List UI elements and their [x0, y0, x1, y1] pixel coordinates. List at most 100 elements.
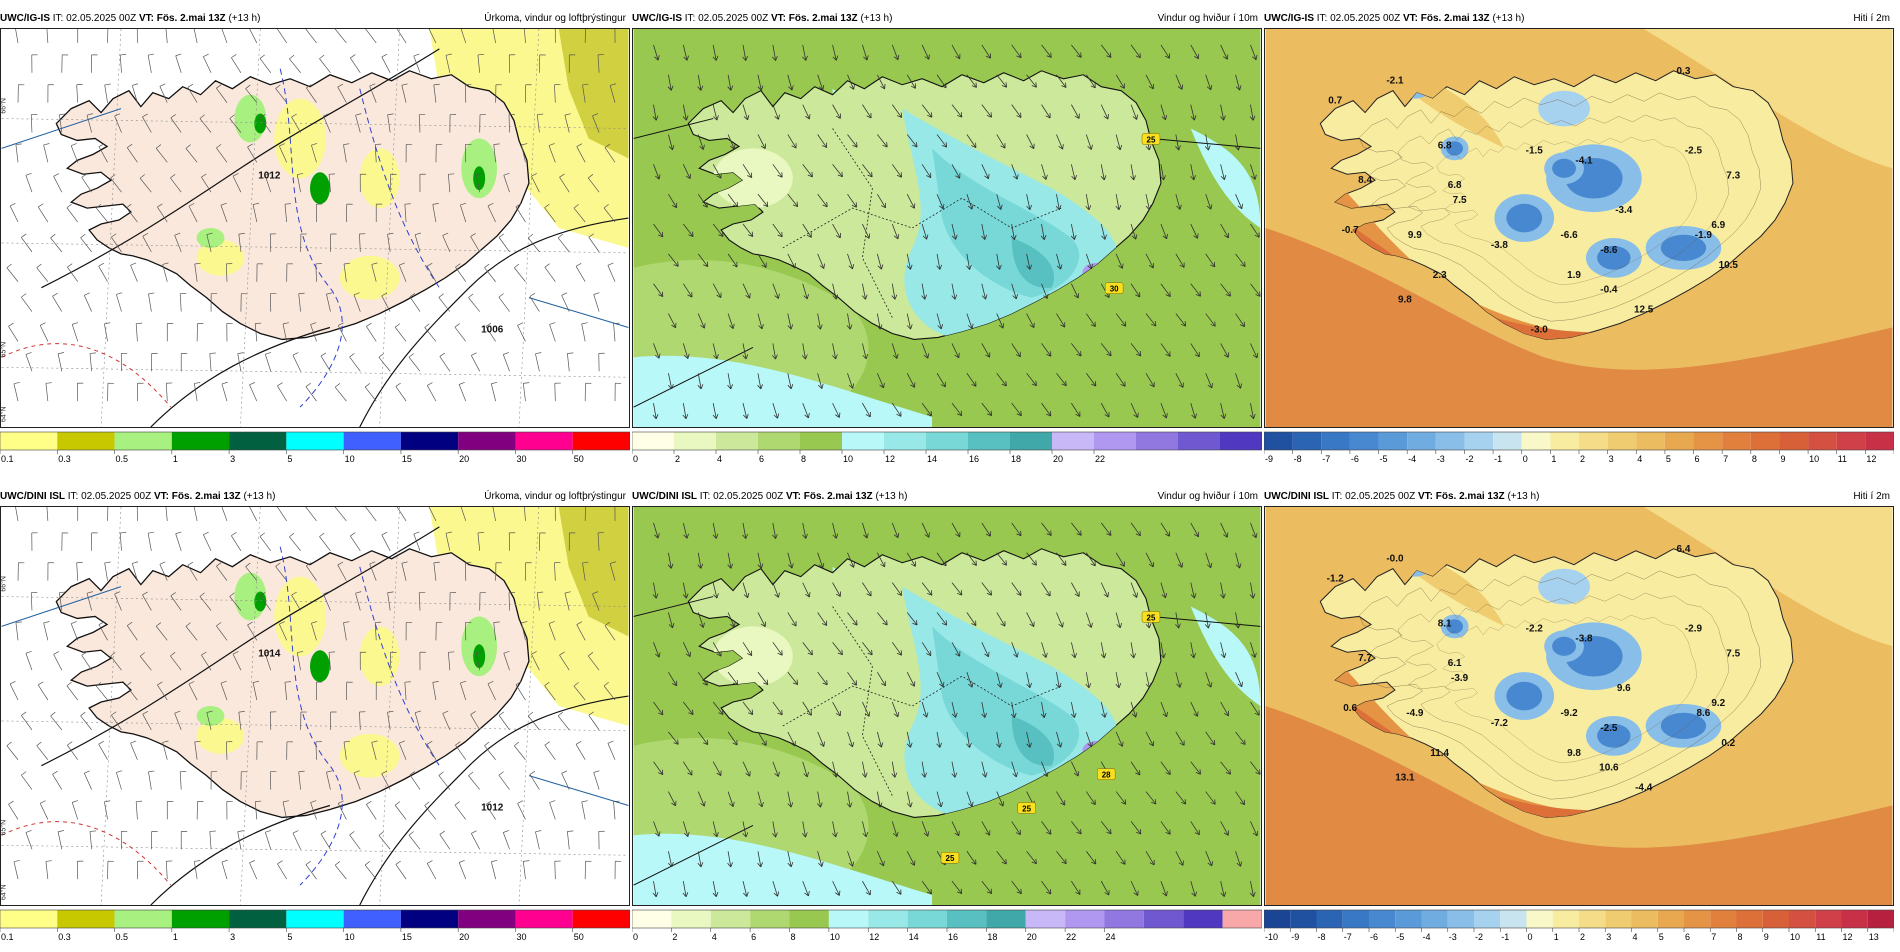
valid-time: Fös. 2.mai 13Z	[172, 491, 241, 502]
colorbar-swatch	[172, 432, 229, 450]
temperature-value: 9.2	[1711, 698, 1725, 709]
colorbar-swatch	[1553, 910, 1579, 928]
temperature-value: -8.6	[1600, 245, 1618, 256]
panel-header: UWC/IG-IS IT: 02.05.2025 00Z VT: Fös. 2.…	[632, 10, 1262, 28]
latitude-label: 64°N	[1, 884, 8, 900]
colorbar-swatch	[947, 910, 986, 928]
colorbar-swatch	[1010, 432, 1052, 450]
gust-value: 30	[1110, 285, 1119, 294]
colorbar-swatch	[1632, 910, 1658, 928]
latitude-label: 65°N	[1, 342, 8, 358]
model-name: UWC/DINI ISL	[632, 491, 697, 502]
colorbar-tick-label: 8	[1738, 932, 1743, 942]
colorbar-swatch	[344, 910, 401, 928]
colorbar-tick-label: 8	[791, 932, 796, 942]
colorbar-swatch	[1710, 910, 1736, 928]
colorbar-swatch	[1579, 432, 1608, 450]
init-time: IT: 02.05.2025 00Z	[53, 13, 136, 24]
lead-time: (+13 h)	[875, 491, 907, 502]
temperature-value: 0.6	[1343, 703, 1357, 714]
colorbar-swatch	[1579, 910, 1605, 928]
colorbar-swatch	[344, 432, 401, 450]
temperature-value: -2.9	[1685, 623, 1703, 634]
model-name: UWC/IG-IS	[632, 13, 682, 24]
lead-time: (+13 h)	[228, 13, 260, 24]
colorbar-swatch	[115, 910, 172, 928]
colorbar-swatch	[1722, 432, 1751, 450]
temperature-value: 11.4	[1430, 748, 1449, 759]
panel-header: UWC/IG-IS IT: 02.05.2025 00Z VT: Fös. 2.…	[1264, 10, 1894, 28]
colorbar-tick-label: -7	[1344, 932, 1352, 942]
panel-title: Úrkoma, vindur og loftþrýstingur	[484, 10, 626, 28]
colorbar-tick-label: 22	[1066, 932, 1076, 942]
latitude-label: 66°N	[1, 576, 8, 592]
colorbar-swatch	[1763, 910, 1789, 928]
gust-badge: 25	[1018, 803, 1036, 814]
colorbar-tick-label: 0.1	[1, 454, 14, 464]
lead-time: (+13 h)	[860, 13, 892, 24]
colorbar-tick-label: 0	[1523, 454, 1528, 464]
colorbar-swatch	[1395, 910, 1421, 928]
colorbar-swatch	[1436, 432, 1465, 450]
colorbar-tick-label: -2	[1475, 932, 1483, 942]
colorbar-tick-label: 12	[1843, 932, 1853, 942]
temperature-value: 7.5	[1453, 195, 1467, 206]
colorbar-tick-label: 10	[843, 454, 853, 464]
colorbar-tick-label: 20	[1053, 454, 1063, 464]
colorbar-tick-label: 6	[751, 932, 756, 942]
panel-title: Vindur og hviður í 10m	[1158, 10, 1258, 28]
colorbar-swatch	[1737, 910, 1763, 928]
colorbar-tick-label: 0.5	[116, 454, 129, 464]
colorbar-tick-label: -6	[1370, 932, 1378, 942]
colorbar-swatch	[1636, 432, 1665, 450]
colorbar-tick-label: 22	[1095, 454, 1105, 464]
colorbar-swatch	[1144, 910, 1183, 928]
colorbar-tick-label: 6	[1685, 932, 1690, 942]
temperature-value: 9.8	[1398, 295, 1412, 306]
colorbar-tick-label: 14	[927, 454, 937, 464]
colorbar-swatch	[57, 910, 114, 928]
colorbar-tick-label: 2	[675, 454, 680, 464]
colorbar-swatch	[286, 432, 343, 450]
temperature-value: 7.3	[1726, 170, 1740, 181]
colorbar-tick-label: 4	[717, 454, 722, 464]
colorbar-swatch	[115, 432, 172, 450]
temperature-value: -1.5	[1526, 145, 1544, 156]
model-name: UWC/IG-IS	[0, 13, 50, 24]
colorbar-swatch	[229, 910, 286, 928]
colorbar-swatch	[671, 910, 710, 928]
init-time: IT: 02.05.2025 00Z	[68, 491, 151, 502]
colorbar-swatch	[229, 432, 286, 450]
colorbar-tick-label: -5	[1380, 454, 1388, 464]
temperature-value: -3.0	[1531, 324, 1549, 335]
colorbar-swatch	[632, 910, 671, 928]
colorbar-swatch	[1808, 432, 1837, 450]
temperature-value: -3.9	[1451, 673, 1469, 684]
colorbar-swatch	[986, 910, 1025, 928]
colorbar-swatch	[1220, 432, 1262, 450]
temperature-value: 6.8	[1448, 180, 1462, 191]
temperature-value: 6.8	[1438, 140, 1452, 151]
temperature-value: 6.1	[1448, 658, 1462, 669]
temperature-value: -9.2	[1560, 708, 1578, 719]
colorbar-tick-label: 5	[287, 932, 292, 942]
temperature-value: -0.0	[1386, 554, 1404, 565]
colorbar-swatch	[1464, 432, 1493, 450]
colorbar-swatch	[1684, 910, 1710, 928]
temperature-value: 13.1	[1395, 773, 1415, 784]
colorbar-tick-label: 15	[402, 932, 412, 942]
colorbar-tick-label: 30	[516, 932, 526, 942]
